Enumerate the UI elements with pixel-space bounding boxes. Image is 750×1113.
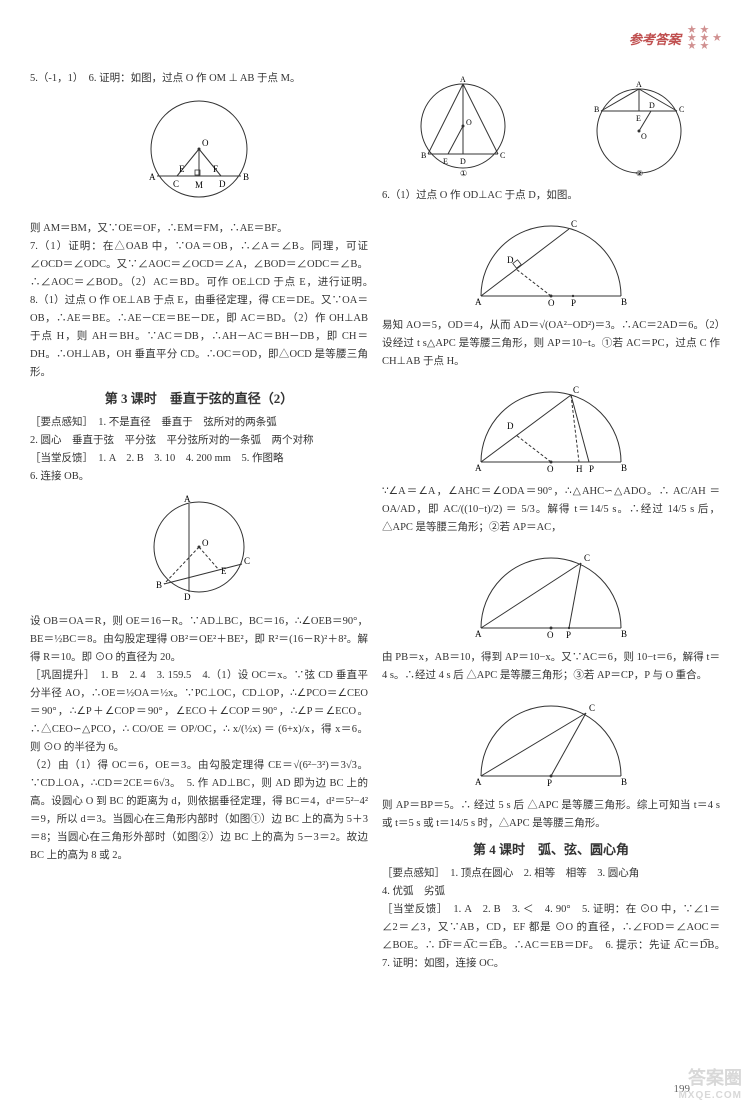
svg-text:A: A xyxy=(475,297,482,307)
watermark-small: MXQE.COM xyxy=(678,1087,742,1105)
svg-text:B: B xyxy=(421,151,426,160)
svg-text:E: E xyxy=(636,114,641,123)
text-line: 6.（1）过点 O 作 OD⊥AC 于点 D，如图。 xyxy=(382,187,720,205)
text-block: 设 OB＝OA＝R，则 OE＝16－R。∵AD⊥BC，BC＝16，∴∠OEB＝9… xyxy=(30,613,368,757)
svg-text:O: O xyxy=(641,132,647,141)
svg-text:B: B xyxy=(621,297,627,307)
svg-text:P: P xyxy=(566,630,571,640)
svg-text:D: D xyxy=(460,157,466,166)
figure-circle-om: O A B C D E F M xyxy=(30,94,368,214)
section-title-4: 第 4 课时 弧、弦、圆心角 xyxy=(382,841,720,859)
figure-semicircle-1: A O P B C D xyxy=(382,211,720,311)
svg-text:C: C xyxy=(500,151,505,160)
svg-text:B: B xyxy=(243,172,249,182)
figure-semicircle-3: A O P B C xyxy=(382,543,720,643)
figure-circle-1: A O B C E D ① xyxy=(403,76,523,181)
text-line: 5.（-1，1） 6. 证明：如图，过点 O 作 OM ⊥ AB 于点 M。 xyxy=(30,70,368,88)
svg-text:O: O xyxy=(547,630,554,640)
svg-text:E: E xyxy=(443,157,448,166)
text-block: ∵∠A＝∠A，∠AHC＝∠ODA＝90°，∴△AHC∽△ADO。∴ AC/AH … xyxy=(382,483,720,537)
svg-text:E: E xyxy=(221,566,227,576)
figure-semicircle-4: A P B C xyxy=(382,691,720,791)
svg-text:B: B xyxy=(594,105,599,114)
star-decor: ★ ★★ ★ ★★ ★ xyxy=(687,26,722,50)
figure-semicircle-2: A O H P B C D xyxy=(382,377,720,477)
watermark-big: 答案圈 xyxy=(678,1069,742,1087)
section-title-3: 第 3 课时 垂直于弦的直径（2） xyxy=(30,390,368,408)
left-column: 5.（-1，1） 6. 证明：如图，过点 O 作 OM ⊥ AB 于点 M。 O… xyxy=(30,70,368,973)
svg-text:A: A xyxy=(184,494,191,504)
svg-text:M: M xyxy=(195,180,203,190)
svg-text:D: D xyxy=(219,179,226,189)
svg-text:P: P xyxy=(547,778,552,788)
svg-text:O: O xyxy=(466,118,472,127)
svg-text:C: C xyxy=(679,105,684,114)
header-label: 参考答案 xyxy=(629,29,681,48)
svg-text:D: D xyxy=(507,421,514,431)
text-block: 则 AP＝BP＝5。∴ 经过 5 s 后 △APC 是等腰三角形。综上可知当 t… xyxy=(382,797,720,833)
svg-text:C: C xyxy=(571,219,577,229)
text-block: （2）由（1）得 OC＝6，OE＝3。由勾股定理得 CE＝√(6²−3²)＝3√… xyxy=(30,757,368,865)
svg-text:C: C xyxy=(589,703,595,713)
svg-text:D: D xyxy=(507,255,514,265)
text-block: 由 PB＝x，AB＝10，得到 AP＝10−x。又∵AC＝6，则 10−t＝6，… xyxy=(382,649,720,685)
svg-text:O: O xyxy=(202,138,209,148)
svg-text:②: ② xyxy=(636,169,643,178)
watermark: 答案圈 MXQE.COM xyxy=(678,1069,742,1105)
text-block: ［要点感知］ 1. 顶点在圆心 2. 相等 相等 3. 圆心角 4. 优弧 劣弧… xyxy=(382,865,720,973)
svg-text:B: B xyxy=(156,580,162,590)
text-block: 易知 AO＝5，OD＝4，从而 AD＝√(OA²−OD²)＝3。∴AC＝2AD＝… xyxy=(382,317,720,371)
svg-text:D: D xyxy=(649,101,655,110)
text-block: 则 AM＝BM，又∵OE＝OF，∴EM＝FM，∴AE＝BF。 7.（1）证明：在… xyxy=(30,220,368,382)
svg-text:A: A xyxy=(149,172,156,182)
svg-text:C: C xyxy=(244,556,250,566)
figure-circle-2: A B C D E O ② xyxy=(579,76,699,181)
figure-row-two-circles: A O B C E D ① A B C D E O xyxy=(382,76,720,181)
svg-text:C: C xyxy=(173,179,179,189)
svg-text:D: D xyxy=(184,592,191,602)
svg-text:C: C xyxy=(584,553,590,563)
svg-text:A: A xyxy=(460,76,466,84)
two-column-layout: 5.（-1，1） 6. 证明：如图，过点 O 作 OM ⊥ AB 于点 M。 O… xyxy=(30,70,720,973)
svg-text:B: B xyxy=(621,777,627,787)
header-right: 参考答案 ★ ★★ ★ ★★ ★ xyxy=(629,26,722,50)
svg-text:O: O xyxy=(202,538,209,548)
figure-circle-ad: A O C B E D xyxy=(30,492,368,607)
svg-text:O: O xyxy=(548,298,555,308)
svg-text:C: C xyxy=(573,385,579,395)
text-block: ［要点感知］ 1. 不是直径 垂直于 弦所对的两条弧 2. 圆心 垂直于弦 平分… xyxy=(30,414,368,486)
svg-text:B: B xyxy=(621,629,627,639)
svg-text:P: P xyxy=(571,298,576,308)
svg-text:P: P xyxy=(589,464,594,474)
right-column: A O B C E D ① A B C D E O xyxy=(382,70,720,973)
svg-text:F: F xyxy=(213,164,218,174)
svg-text:O: O xyxy=(547,464,554,474)
svg-text:A: A xyxy=(636,80,642,89)
svg-text:A: A xyxy=(475,777,482,787)
svg-text:A: A xyxy=(475,463,482,473)
svg-text:A: A xyxy=(475,629,482,639)
svg-text:H: H xyxy=(576,464,583,474)
svg-text:E: E xyxy=(179,164,185,174)
svg-text:B: B xyxy=(621,463,627,473)
svg-text:①: ① xyxy=(460,169,467,178)
